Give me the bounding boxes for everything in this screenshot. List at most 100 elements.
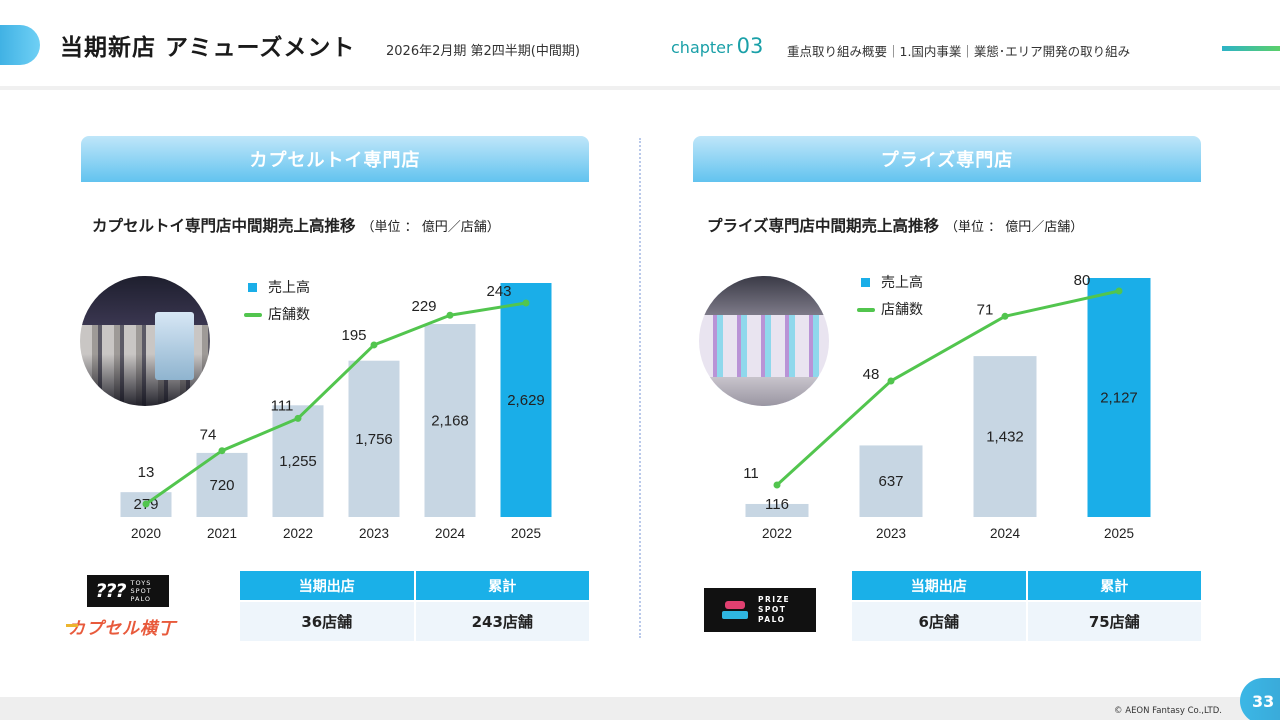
bar-label-2024: 2,168 bbox=[431, 413, 469, 430]
prize-store-table: 当期出店 累計 6店舗 75店舗 bbox=[852, 571, 1201, 641]
x-tick-2022: 2022 bbox=[762, 526, 792, 541]
table-header-cell: 当期出店 bbox=[852, 571, 1028, 601]
fiscal-period: 2026年2月期 第2四半期(中間期) bbox=[386, 44, 580, 59]
legend-sales-label: 売上高 bbox=[881, 274, 923, 290]
table-header-cell: 累計 bbox=[1026, 571, 1201, 601]
logo-mark: ??? bbox=[95, 580, 126, 602]
table-row: 36店舗 243店舗 bbox=[240, 600, 589, 641]
line-label-2022: 111 bbox=[271, 397, 294, 414]
line-stores bbox=[145, 301, 527, 506]
chart-title-prize: プライズ専門店中間期売上高推移 （単位 ： 億円／店舗） bbox=[707, 214, 1083, 236]
copyright: © AEON Fantasy Co.,LTD. bbox=[1114, 706, 1222, 716]
panel-divider bbox=[639, 138, 641, 638]
line-label-2025: 80 bbox=[1074, 272, 1091, 289]
table-header-row: 当期出店 累計 bbox=[852, 571, 1201, 601]
x-tick-2025: 2025 bbox=[1104, 526, 1134, 541]
chapter-number: 03 bbox=[736, 34, 764, 58]
bar-label-2023: 1,756 bbox=[355, 431, 393, 448]
bar-label-2023: 637 bbox=[878, 473, 903, 490]
x-tick-2023: 2023 bbox=[359, 526, 389, 541]
point-stores-2025 bbox=[1115, 287, 1123, 295]
chart-title-text: プライズ専門店中間期売上高推移 bbox=[707, 217, 940, 235]
page-title: 当期新店 アミューズメント bbox=[60, 35, 356, 61]
line-label-2020: 13 bbox=[138, 464, 155, 481]
prize-logo-mark-icon bbox=[722, 599, 748, 621]
legend-stores-label: 店舗数 bbox=[268, 306, 310, 322]
point-stores-2022 bbox=[773, 481, 781, 489]
bar-sales-2023 bbox=[859, 445, 923, 517]
x-tick-2021: 2021 bbox=[207, 526, 237, 541]
table-cell: 243店舗 bbox=[414, 600, 589, 641]
panel-header-capsule-toy: カプセルトイ専門店 bbox=[81, 136, 589, 182]
bar-label-2022: 116 bbox=[765, 496, 789, 513]
bar-sales-2022 bbox=[272, 405, 324, 517]
store-photo-capsule-toy bbox=[80, 276, 210, 406]
point-stores-2021 bbox=[218, 447, 226, 455]
point-stores-2020 bbox=[142, 500, 150, 508]
bar-sales-2025 bbox=[500, 283, 552, 517]
chart-unit: （単位 ： 億円／店舗） bbox=[361, 220, 500, 235]
bar-sales-2023 bbox=[348, 360, 400, 517]
x-tick-2025: 2025 bbox=[511, 526, 541, 541]
logo-text: PRIZE SPOT PALO bbox=[758, 595, 791, 624]
x-tick-2023: 2023 bbox=[876, 526, 906, 541]
line-label-2023: 48 bbox=[863, 366, 880, 383]
header-divider bbox=[0, 86, 1280, 90]
capsule-yokocho-logo: カプセル横丁 bbox=[66, 614, 176, 639]
chart-title-capsule-toy: カプセルトイ専門店中間期売上高推移 （単位 ： 億円／店舗） bbox=[92, 214, 500, 236]
legend-sales-swatch bbox=[861, 278, 870, 287]
line-label-2021: 74 bbox=[200, 427, 217, 444]
point-stores-2022 bbox=[294, 414, 302, 422]
line-label-2024: 71 bbox=[977, 301, 994, 318]
bar-sales-2024 bbox=[973, 356, 1037, 517]
bar-label-2024: 1,432 bbox=[986, 429, 1024, 446]
x-tick-2024: 2024 bbox=[435, 526, 466, 541]
legend-stores-label: 店舗数 bbox=[881, 301, 923, 317]
legend-sales-label: 売上高 bbox=[268, 279, 310, 295]
chart-unit: （単位 ： 億円／店舗） bbox=[945, 220, 1084, 235]
prize-spot-palo-logo: PRIZE SPOT PALO bbox=[704, 588, 816, 632]
bar-label-2025: 2,127 bbox=[1100, 390, 1138, 407]
line-label-2024: 229 bbox=[411, 298, 436, 315]
chapter-label: chapter 03 bbox=[671, 34, 763, 58]
point-stores-2023 bbox=[370, 341, 378, 349]
table-header-row: 当期出店 累計 bbox=[240, 571, 589, 601]
table-row: 6店舗 75店舗 bbox=[852, 600, 1201, 641]
point-stores-2024 bbox=[446, 311, 454, 319]
chart-title-text: カプセルトイ専門店中間期売上高推移 bbox=[92, 217, 356, 235]
page-number: 33 bbox=[1240, 678, 1280, 720]
breadcrumb: 重点取り組み概要｜1.国内事業｜業態･エリア開発の取り組み bbox=[787, 44, 1131, 59]
line-stores bbox=[775, 289, 1120, 487]
capsule-toy-store-table: 当期出店 累計 36店舗 243店舗 bbox=[240, 571, 589, 641]
panel-header-prize: プライズ専門店 bbox=[693, 136, 1201, 182]
x-tick-2022: 2022 bbox=[283, 526, 313, 541]
legend-sales-swatch bbox=[248, 283, 257, 292]
line-label-2022: 11 bbox=[743, 465, 759, 482]
point-stores-2023 bbox=[887, 377, 895, 385]
table-cell: 36店舗 bbox=[240, 600, 416, 641]
table-cell: 75店舗 bbox=[1026, 600, 1201, 641]
table-cell: 6店舗 bbox=[852, 600, 1028, 641]
x-tick-2024: 2024 bbox=[990, 526, 1021, 541]
bar-label-2025: 2,629 bbox=[507, 392, 545, 409]
capsule-toy-sales-chart: 売上高店舗数279202072020211,25520221,75620232,… bbox=[120, 279, 552, 541]
point-stores-2024 bbox=[1001, 312, 1009, 320]
bar-sales-2024 bbox=[424, 324, 476, 517]
bar-sales-2025 bbox=[1087, 278, 1151, 517]
header-accent-line bbox=[1222, 46, 1280, 51]
line-label-2025: 243 bbox=[486, 283, 511, 300]
header-accent-pill bbox=[0, 25, 40, 65]
table-header-cell: 当期出店 bbox=[240, 571, 416, 601]
store-photo-prize bbox=[699, 276, 829, 406]
line-label-2023: 195 bbox=[341, 327, 366, 344]
table-header-cell: 累計 bbox=[414, 571, 589, 601]
logo-text: TOYS SPOT PALO bbox=[130, 579, 152, 603]
footer-bar bbox=[0, 697, 1280, 720]
toys-spot-palo-logo: ??? TOYS SPOT PALO bbox=[87, 575, 169, 607]
bar-label-2021: 720 bbox=[209, 477, 234, 494]
chapter-word: chapter bbox=[671, 38, 733, 57]
bar-sales-2022 bbox=[745, 503, 809, 517]
bar-label-2022: 1,255 bbox=[279, 453, 317, 470]
point-stores-2025 bbox=[522, 299, 530, 307]
